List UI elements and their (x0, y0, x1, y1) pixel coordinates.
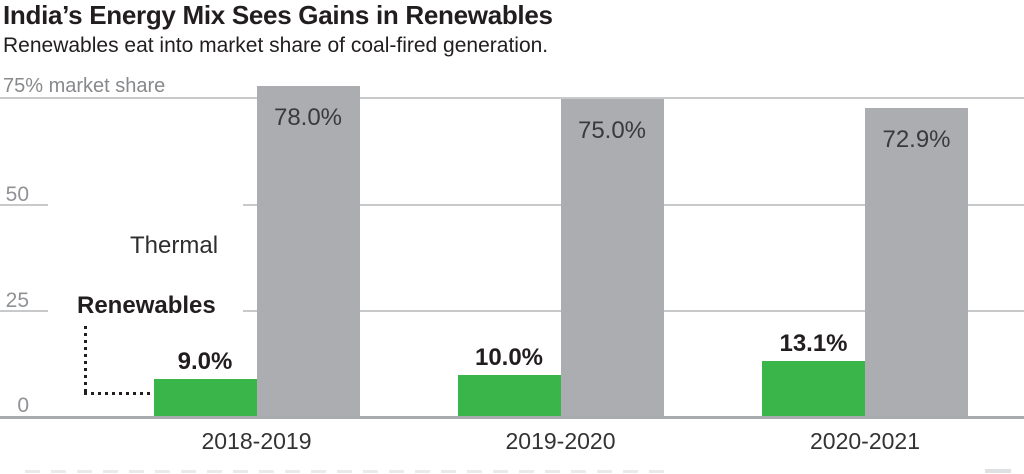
y-tick-50: 50 (5, 183, 29, 206)
bar-thermal-2019-2020 (560, 99, 664, 417)
x-axis-label: 2018-2019 (201, 428, 312, 454)
y-tick-0: 0 (17, 394, 29, 417)
renewables-value-label: 10.0% (474, 344, 544, 371)
gridline-25-tick (0, 310, 48, 312)
x-axis-label: 2019-2020 (505, 428, 616, 454)
chart-title: India’s Energy Mix Sees Gains in Renewab… (3, 0, 553, 30)
renewables-callout-line-vertical (84, 326, 87, 394)
thermal-value-label: 72.9% (882, 126, 951, 153)
gridline-75 (0, 97, 1024, 99)
x-axis-baseline (0, 416, 1024, 419)
chart-subtitle: Renewables eat into market share of coal… (3, 34, 549, 57)
bar-renewables-2018-2019 (153, 379, 257, 417)
bar-renewables-2019-2020 (457, 375, 561, 417)
renewables-value-label: 9.0% (177, 348, 233, 375)
bar-renewables-2020-2021 (762, 361, 865, 417)
x-axis-label: 2020-2021 (810, 428, 920, 454)
renewables-value-label: 13.1% (779, 330, 848, 357)
y-axis-top-label: 75% market share (3, 75, 166, 97)
legend-renewables-label: Renewables (77, 292, 216, 319)
thermal-value-label: 78.0% (273, 104, 343, 131)
cropped-caption-sliver-end (985, 469, 1011, 473)
thermal-value-label: 75.0% (577, 117, 647, 144)
gridline-50-tick (0, 204, 48, 206)
legend-thermal-label: Thermal (130, 232, 219, 259)
bar-thermal-2018-2019 (256, 86, 360, 417)
renewables-callout-line-horizontal (84, 392, 151, 395)
bar-thermal-2020-2021 (865, 108, 968, 417)
cropped-caption-sliver (25, 470, 675, 473)
y-tick-25: 25 (5, 289, 29, 312)
